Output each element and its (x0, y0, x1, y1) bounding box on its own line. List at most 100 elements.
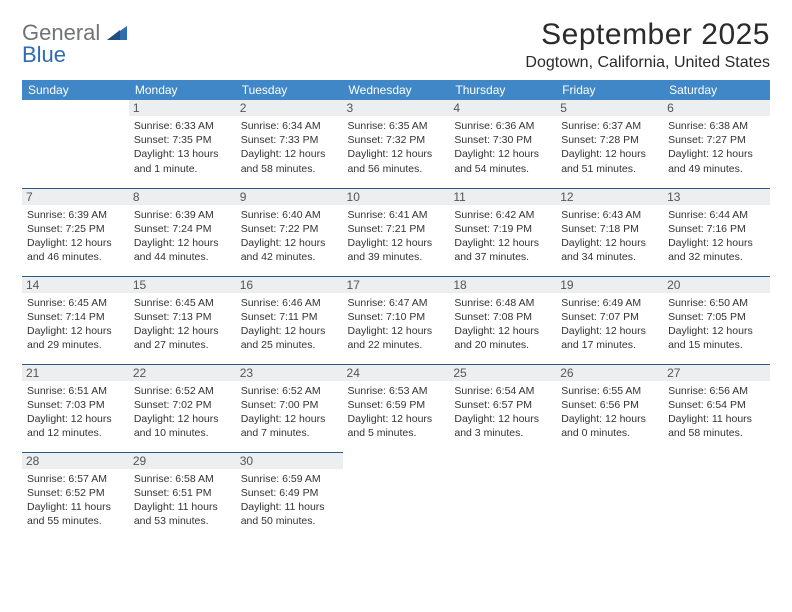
calendar-body: 1 Sunrise: 6:33 AMSunset: 7:35 PMDaylight… (22, 100, 770, 540)
day-cell: 11 Sunrise: 6:42 AMSunset: 7:19 PMDayligh… (449, 188, 556, 276)
day-cell: 26 Sunrise: 6:55 AMSunset: 6:56 PMDayligh… (556, 364, 663, 452)
day-number: 30 (236, 453, 343, 469)
day-details: Sunrise: 6:33 AMSunset: 7:35 PMDaylight:… (134, 119, 231, 176)
day-number: 18 (449, 277, 556, 293)
day-details: Sunrise: 6:48 AMSunset: 7:08 PMDaylight:… (454, 296, 551, 353)
day-cell: 16Sunrise: 6:46 AMSunset: 7:11 PMDayligh… (236, 276, 343, 364)
day-cell (449, 452, 556, 540)
day-number: 23 (236, 365, 343, 381)
day-cell: 2 Sunrise: 6:34 AMSunset: 7:33 PMDaylight… (236, 100, 343, 188)
day-cell: 3 Sunrise: 6:35 AMSunset: 7:32 PMDaylight… (343, 100, 450, 188)
weekday-header: Friday (556, 80, 663, 100)
week-row: 1 Sunrise: 6:33 AMSunset: 7:35 PMDaylight… (22, 100, 770, 188)
logo: General Blue (22, 22, 127, 66)
weekday-header: Wednesday (343, 80, 450, 100)
day-number: 24 (343, 365, 450, 381)
day-details: Sunrise: 6:55 AMSunset: 6:56 PMDaylight:… (561, 384, 658, 441)
day-number: 28 (22, 453, 129, 469)
day-number: 3 (343, 100, 450, 116)
day-number: 4 (449, 100, 556, 116)
day-number: 11 (449, 189, 556, 205)
day-cell: 8Sunrise: 6:39 AMSunset: 7:24 PMDaylight… (129, 188, 236, 276)
day-details: Sunrise: 6:41 AMSunset: 7:21 PMDaylight:… (348, 208, 445, 265)
day-number: 2 (236, 100, 343, 116)
day-number: 9 (236, 189, 343, 205)
day-cell: 1 Sunrise: 6:33 AMSunset: 7:35 PMDaylight… (129, 100, 236, 188)
day-cell: 24 Sunrise: 6:53 AMSunset: 6:59 PMDayligh… (343, 364, 450, 452)
day-cell: 14Sunrise: 6:45 AMSunset: 7:14 PMDayligh… (22, 276, 129, 364)
day-number: 7 (22, 189, 129, 205)
day-details: Sunrise: 6:35 AMSunset: 7:32 PMDaylight:… (348, 119, 445, 176)
day-cell: 27Sunrise: 6:56 AMSunset: 6:54 PMDayligh… (663, 364, 770, 452)
week-row: 14Sunrise: 6:45 AMSunset: 7:14 PMDayligh… (22, 276, 770, 364)
day-number: 12 (556, 189, 663, 205)
day-number: 15 (129, 277, 236, 293)
day-cell: 19 Sunrise: 6:49 AMSunset: 7:07 PMDayligh… (556, 276, 663, 364)
day-cell: 20 Sunrise: 6:50 AMSunset: 7:05 PMDayligh… (663, 276, 770, 364)
day-cell: 15 Sunrise: 6:45 AMSunset: 7:13 PMDayligh… (129, 276, 236, 364)
day-details: Sunrise: 6:44 AMSunset: 7:16 PMDaylight:… (668, 208, 765, 265)
day-details: Sunrise: 6:37 AMSunset: 7:28 PMDaylight:… (561, 119, 658, 176)
day-number: 8 (129, 189, 236, 205)
day-number: 29 (129, 453, 236, 469)
day-details: Sunrise: 6:56 AMSunset: 6:54 PMDaylight:… (668, 384, 765, 441)
weekday-header: Sunday (22, 80, 129, 100)
day-details: Sunrise: 6:40 AMSunset: 7:22 PMDaylight:… (241, 208, 338, 265)
day-details: Sunrise: 6:54 AMSunset: 6:57 PMDaylight:… (454, 384, 551, 441)
day-cell: 6 Sunrise: 6:38 AMSunset: 7:27 PMDaylight… (663, 100, 770, 188)
day-number: 26 (556, 365, 663, 381)
day-number: 6 (663, 100, 770, 116)
day-details: Sunrise: 6:58 AMSunset: 6:51 PMDaylight:… (134, 472, 231, 529)
day-number: 22 (129, 365, 236, 381)
day-number: 19 (556, 277, 663, 293)
day-number: 17 (343, 277, 450, 293)
day-cell: 4 Sunrise: 6:36 AMSunset: 7:30 PMDaylight… (449, 100, 556, 188)
day-cell: 10Sunrise: 6:41 AMSunset: 7:21 PMDayligh… (343, 188, 450, 276)
weekday-header: Saturday (663, 80, 770, 100)
page-header: General Blue September 2025 Dogtown, Cal… (22, 18, 770, 72)
day-cell: 18 Sunrise: 6:48 AMSunset: 7:08 PMDayligh… (449, 276, 556, 364)
day-details: Sunrise: 6:36 AMSunset: 7:30 PMDaylight:… (454, 119, 551, 176)
week-row: 21Sunrise: 6:51 AMSunset: 7:03 PMDayligh… (22, 364, 770, 452)
day-cell: 28Sunrise: 6:57 AMSunset: 6:52 PMDayligh… (22, 452, 129, 540)
weekday-header: Monday (129, 80, 236, 100)
day-details: Sunrise: 6:51 AMSunset: 7:03 PMDaylight:… (27, 384, 124, 441)
day-cell: 21Sunrise: 6:51 AMSunset: 7:03 PMDayligh… (22, 364, 129, 452)
day-details: Sunrise: 6:43 AMSunset: 7:18 PMDaylight:… (561, 208, 658, 265)
day-cell: 9 Sunrise: 6:40 AMSunset: 7:22 PMDaylight… (236, 188, 343, 276)
weekday-row: SundayMondayTuesdayWednesdayThursdayFrid… (22, 80, 770, 100)
day-cell (22, 100, 129, 188)
day-details: Sunrise: 6:59 AMSunset: 6:49 PMDaylight:… (241, 472, 338, 529)
day-cell: 17Sunrise: 6:47 AMSunset: 7:10 PMDayligh… (343, 276, 450, 364)
weekday-header: Tuesday (236, 80, 343, 100)
day-details: Sunrise: 6:45 AMSunset: 7:13 PMDaylight:… (134, 296, 231, 353)
week-row: 28Sunrise: 6:57 AMSunset: 6:52 PMDayligh… (22, 452, 770, 540)
logo-triangle-icon (107, 26, 127, 43)
day-details: Sunrise: 6:49 AMSunset: 7:07 PMDaylight:… (561, 296, 658, 353)
calendar-page: General Blue September 2025 Dogtown, Cal… (0, 0, 792, 558)
day-number: 13 (663, 189, 770, 205)
day-cell: 22 Sunrise: 6:52 AMSunset: 7:02 PMDayligh… (129, 364, 236, 452)
day-number: 1 (129, 100, 236, 116)
logo-line1: General (22, 22, 127, 44)
month-title: September 2025 (525, 18, 770, 52)
day-details: Sunrise: 6:52 AMSunset: 7:02 PMDaylight:… (134, 384, 231, 441)
day-details: Sunrise: 6:42 AMSunset: 7:19 PMDaylight:… (454, 208, 551, 265)
day-number: 25 (449, 365, 556, 381)
day-details: Sunrise: 6:53 AMSunset: 6:59 PMDaylight:… (348, 384, 445, 441)
title-block: September 2025 Dogtown, California, Unit… (525, 18, 770, 72)
day-details: Sunrise: 6:45 AMSunset: 7:14 PMDaylight:… (27, 296, 124, 353)
day-cell: 25 Sunrise: 6:54 AMSunset: 6:57 PMDayligh… (449, 364, 556, 452)
day-details: Sunrise: 6:38 AMSunset: 7:27 PMDaylight:… (668, 119, 765, 176)
day-details: Sunrise: 6:50 AMSunset: 7:05 PMDaylight:… (668, 296, 765, 353)
day-number: 5 (556, 100, 663, 116)
day-number: 20 (663, 277, 770, 293)
day-details: Sunrise: 6:34 AMSunset: 7:33 PMDaylight:… (241, 119, 338, 176)
day-cell: 30 Sunrise: 6:59 AMSunset: 6:49 PMDayligh… (236, 452, 343, 540)
week-row: 7 Sunrise: 6:39 AMSunset: 7:25 PMDaylight… (22, 188, 770, 276)
logo-text-stack: General Blue (22, 22, 127, 66)
day-number: 16 (236, 277, 343, 293)
day-details: Sunrise: 6:39 AMSunset: 7:25 PMDaylight:… (27, 208, 124, 265)
day-cell: 23Sunrise: 6:52 AMSunset: 7:00 PMDayligh… (236, 364, 343, 452)
day-cell: 12 Sunrise: 6:43 AMSunset: 7:18 PMDayligh… (556, 188, 663, 276)
